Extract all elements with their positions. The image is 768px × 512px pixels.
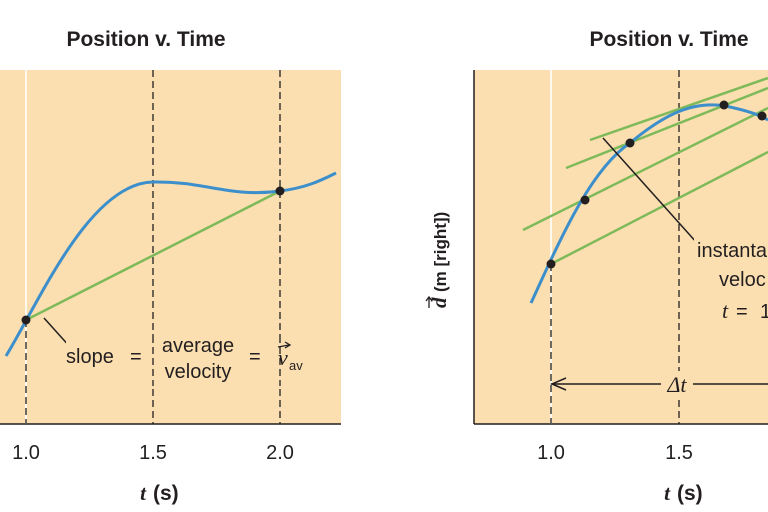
x-axis-var-right: t: [664, 481, 671, 505]
vector-arrow-icon: [425, 295, 433, 308]
secant-line: [522, 106, 768, 232]
t-value-label: 1: [760, 301, 768, 323]
x-tick-label: 1.0: [12, 442, 40, 464]
data-point: [719, 100, 729, 110]
x-axis-unit-right: (s): [677, 482, 703, 505]
position-curve-left: [4, 171, 337, 357]
slope-label: slope: [66, 346, 114, 368]
vector-arrow-icon: [277, 341, 292, 349]
chart-left: Position v. Time slope = average velocit…: [0, 28, 341, 505]
x-tick-label: 1.5: [139, 442, 167, 464]
equals-sign-right: =: [736, 301, 748, 323]
secant-line: [565, 86, 768, 170]
equals-sign-1: =: [130, 346, 142, 368]
secant-line: [25, 189, 281, 322]
y-axis-var: d: [427, 297, 451, 308]
secant-line: [550, 150, 768, 266]
x-tick-label: 2.0: [266, 442, 294, 464]
velocity-symbol: v: [278, 345, 288, 370]
y-axis-label-right: d (m [right]): [425, 212, 451, 308]
x-axis-var-left: t: [140, 481, 147, 505]
delta-t-bg: [661, 371, 693, 397]
velocity-label-right: veloc: [719, 269, 766, 291]
x-axis-unit-left: (s): [153, 482, 179, 505]
t-var-label: t: [722, 298, 729, 323]
y-axis-unit: (m [right]): [431, 212, 450, 292]
chart-title-right: Position v. Time: [589, 28, 748, 51]
data-point: [625, 138, 635, 148]
position-curve-right: [529, 103, 768, 304]
equals-sign-2: =: [249, 346, 261, 368]
annotation-bg: [66, 336, 306, 386]
data-point: [580, 195, 590, 205]
secant-line: [589, 76, 768, 142]
x-tick-label: 1.5: [665, 442, 693, 464]
chart-right: Position v. Time instanta veloc t = 1 Δt…: [425, 28, 768, 505]
velocity-label: velocity: [165, 361, 232, 383]
data-point-t2: [275, 186, 285, 196]
average-label: average: [162, 335, 234, 357]
instantaneous-label: instanta: [697, 240, 768, 262]
delta-t-arrow-icon: [550, 377, 567, 391]
data-point: [546, 259, 556, 269]
data-point: [757, 111, 767, 121]
chart-title-left: Position v. Time: [66, 28, 225, 51]
tangent-leader: [602, 137, 698, 244]
x-tick-label: 1.0: [537, 442, 565, 464]
data-point-t1: [21, 315, 31, 325]
delta-t-label: Δt: [666, 372, 687, 397]
velocity-subscript: av: [289, 358, 303, 373]
annotation-bg-right: [694, 232, 768, 324]
